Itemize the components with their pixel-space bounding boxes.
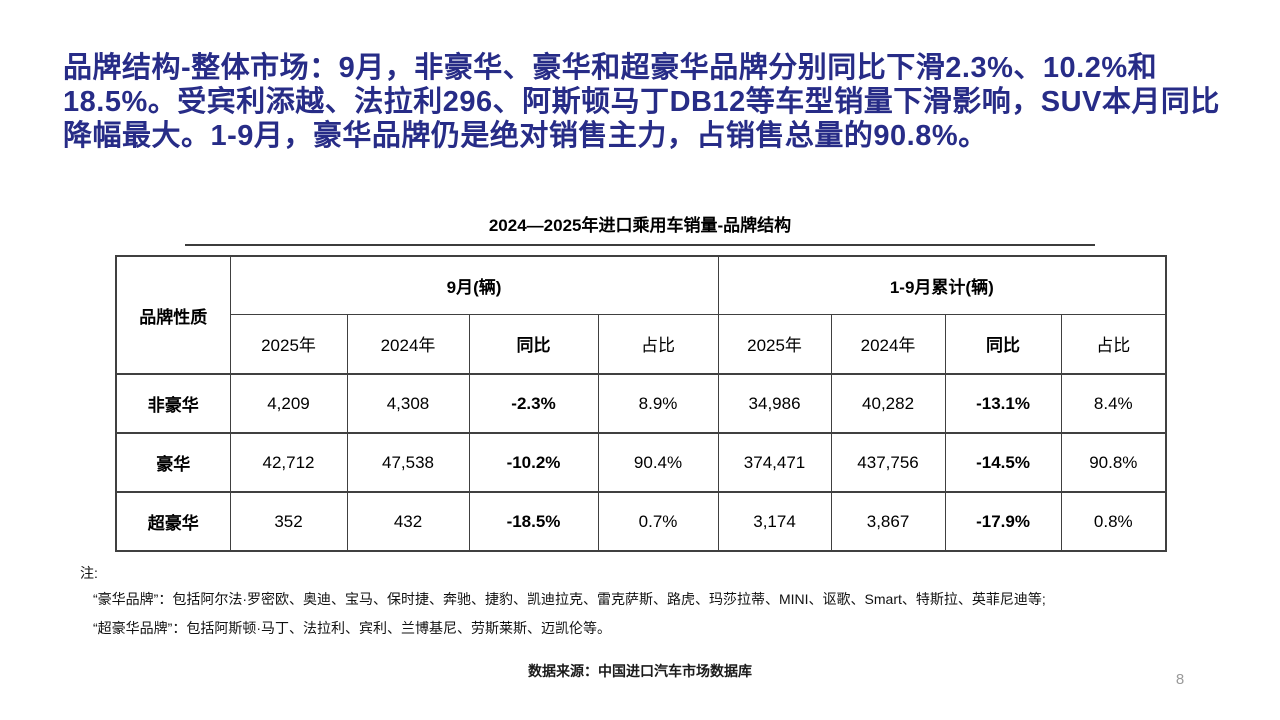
- headline-line-3: 降幅最大。1-9月，豪华品牌仍是绝对销售主力，占销售总量的90.8%。: [63, 120, 988, 152]
- table-cell: 34,986: [717, 373, 832, 434]
- table-sub-header-row: 2025年 2024年 同比 占比 2025年 2024年 同比 占比: [116, 313, 1167, 375]
- table-cell-yoy: -10.2%: [468, 432, 599, 493]
- table-cell: 437,756: [830, 432, 946, 493]
- table-cell: 0.7%: [597, 491, 719, 552]
- row-label: 超豪华: [115, 491, 231, 552]
- col-header-share-cum: 占比: [1060, 313, 1167, 375]
- table-cell: 4,308: [346, 373, 470, 434]
- note-luxury-brands: “豪华品牌”：包括阿尔法·罗密欧、奥迪、宝马、保时捷、奔驰、捷豹、凯迪拉克、雷克…: [93, 591, 1046, 607]
- table-cell: 8.9%: [597, 373, 719, 434]
- table-cell: 3,174: [717, 491, 832, 552]
- table-cell-yoy: -17.9%: [944, 491, 1062, 552]
- note-label: 注:: [80, 565, 98, 581]
- col-header-2024: 2024年: [346, 313, 470, 375]
- corner-header: 品牌性质: [115, 255, 231, 375]
- row-label: 豪华: [115, 432, 231, 493]
- table-group-header-row: 品牌性质 9月(辆) 1-9月累计(辆): [115, 255, 1167, 375]
- table-cell-yoy: -13.1%: [944, 373, 1062, 434]
- table-cell-yoy: -18.5%: [468, 491, 599, 552]
- data-source: 数据来源：中国进口汽车市场数据库: [528, 663, 752, 679]
- table-cell: 90.8%: [1060, 432, 1167, 493]
- col-header-2024-cum: 2024年: [830, 313, 946, 375]
- table-cell-yoy: -14.5%: [944, 432, 1062, 493]
- table-cell: 40,282: [830, 373, 946, 434]
- notes: “豪华品牌”：包括阿尔法·罗密欧、奥迪、宝马、保时捷、奔驰、捷豹、凯迪拉克、雷克…: [93, 585, 1193, 643]
- table-title: 2024—2025年进口乘用车销量-品牌结构: [185, 211, 1095, 246]
- headline-line-1: 品牌结构-整体市场：9月，非豪华、豪华和超豪华品牌分别同比下滑2.3%、10.2…: [63, 52, 1158, 84]
- table-cell: 0.8%: [1060, 491, 1167, 552]
- table-cell: 42,712: [229, 432, 348, 493]
- table-cell: 352: [229, 491, 348, 552]
- col-header-yoy: 同比: [468, 313, 599, 375]
- table-cell: 8.4%: [1060, 373, 1167, 434]
- table-cell: 47,538: [346, 432, 470, 493]
- table-row-non-luxury: 非豪华 4,209 4,308 -2.3% 8.9% 34,986 40,282…: [115, 373, 1167, 434]
- table-row-luxury: 豪华 42,712 47,538 -10.2% 90.4% 374,471 43…: [115, 432, 1167, 493]
- table-cell: 90.4%: [597, 432, 719, 493]
- brand-structure-table: 品牌性质 9月(辆) 1-9月累计(辆) 2025年 2024年 同比 占比 2…: [115, 255, 1168, 552]
- page-number: 8: [1175, 671, 1185, 688]
- col-header-yoy-cum: 同比: [944, 313, 1062, 375]
- table-cell: 4,209: [229, 373, 348, 434]
- table-row-super-luxury: 超豪华 352 432 -18.5% 0.7% 3,174 3,867 -17.…: [115, 491, 1167, 552]
- table-cell: 3,867: [830, 491, 946, 552]
- col-header-2025: 2025年: [229, 313, 348, 375]
- col-header-share: 占比: [597, 313, 719, 375]
- note-super-luxury-brands: “超豪华品牌”：包括阿斯顿·马丁、法拉利、宾利、兰博基尼、劳斯莱斯、迈凯伦等。: [93, 620, 611, 636]
- group-header-september: 9月(辆): [229, 255, 719, 315]
- group-header-cumulative: 1-9月累计(辆): [717, 255, 1167, 315]
- table-cell: 374,471: [717, 432, 832, 493]
- table-cell: 432: [346, 491, 470, 552]
- table-cell-yoy: -2.3%: [468, 373, 599, 434]
- row-label: 非豪华: [115, 373, 231, 434]
- headline: 品牌结构-整体市场：9月，非豪华、豪华和超豪华品牌分别同比下滑2.3%、10.2…: [63, 51, 1223, 153]
- col-header-2025-cum: 2025年: [717, 313, 832, 375]
- headline-line-2: 18.5%。受宾利添越、法拉利296、阿斯顿马丁DB12等车型销量下滑影响，SU…: [63, 86, 1220, 118]
